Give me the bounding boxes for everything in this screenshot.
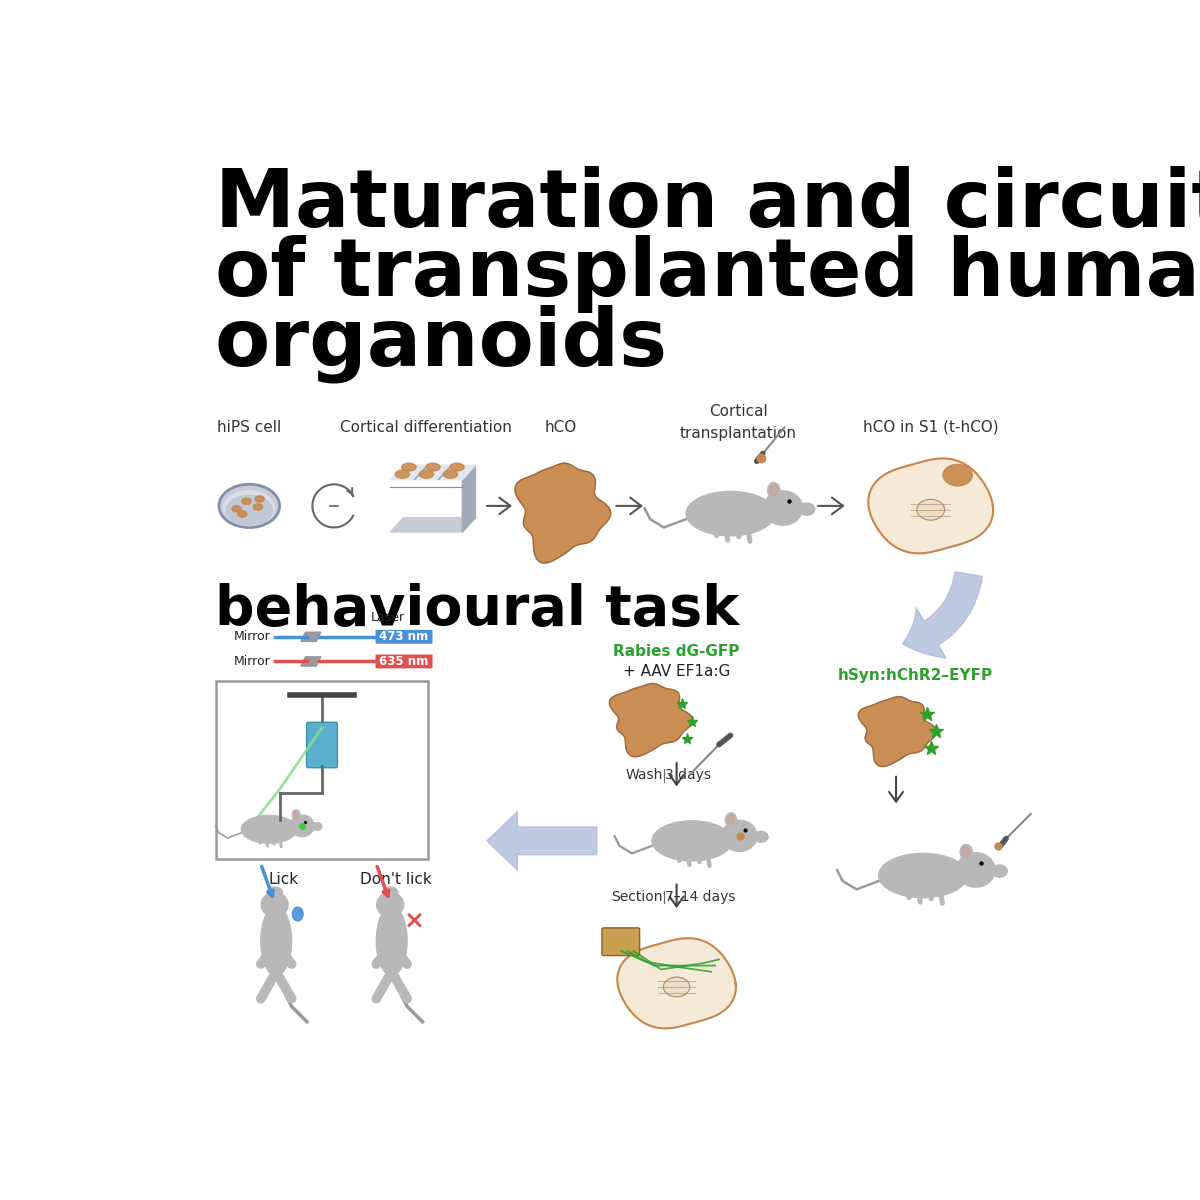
- Ellipse shape: [293, 810, 300, 820]
- Text: Cortical: Cortical: [709, 404, 768, 419]
- Ellipse shape: [419, 470, 433, 479]
- Polygon shape: [301, 632, 320, 642]
- Ellipse shape: [293, 907, 304, 920]
- Ellipse shape: [763, 491, 803, 526]
- Ellipse shape: [377, 906, 407, 976]
- Polygon shape: [462, 466, 475, 532]
- Ellipse shape: [312, 823, 322, 830]
- Ellipse shape: [686, 492, 775, 535]
- Ellipse shape: [290, 815, 314, 836]
- FancyArrowPatch shape: [902, 571, 983, 658]
- Ellipse shape: [294, 811, 299, 818]
- Polygon shape: [858, 696, 936, 767]
- Text: 7–14 days: 7–14 days: [665, 890, 736, 904]
- FancyBboxPatch shape: [376, 654, 432, 668]
- Text: ×: ×: [404, 908, 425, 932]
- Text: Cortical differentiation: Cortical differentiation: [341, 420, 512, 434]
- Ellipse shape: [262, 893, 288, 917]
- Ellipse shape: [956, 853, 995, 887]
- Polygon shape: [301, 656, 320, 666]
- Text: transplantation: transplantation: [679, 426, 797, 440]
- Ellipse shape: [253, 504, 263, 510]
- Ellipse shape: [218, 485, 280, 528]
- Ellipse shape: [727, 815, 734, 824]
- Ellipse shape: [377, 893, 403, 917]
- Ellipse shape: [238, 511, 247, 517]
- FancyArrowPatch shape: [487, 811, 596, 870]
- Ellipse shape: [652, 821, 732, 860]
- Polygon shape: [664, 977, 690, 997]
- Ellipse shape: [960, 845, 972, 860]
- Ellipse shape: [241, 816, 296, 844]
- Ellipse shape: [232, 505, 241, 512]
- Ellipse shape: [226, 496, 272, 526]
- Text: 3 days: 3 days: [665, 768, 712, 782]
- Ellipse shape: [726, 812, 737, 827]
- Text: Mirror: Mirror: [234, 655, 270, 668]
- FancyBboxPatch shape: [307, 722, 337, 768]
- Polygon shape: [617, 938, 736, 1028]
- Ellipse shape: [722, 821, 757, 851]
- Text: organoids: organoids: [215, 304, 667, 383]
- Ellipse shape: [962, 847, 970, 858]
- Ellipse shape: [426, 463, 440, 472]
- Text: Wash: Wash: [625, 768, 662, 782]
- Text: hCO: hCO: [545, 420, 577, 434]
- Ellipse shape: [260, 906, 292, 976]
- FancyBboxPatch shape: [602, 928, 640, 955]
- Ellipse shape: [443, 470, 457, 479]
- Ellipse shape: [256, 496, 264, 502]
- Ellipse shape: [402, 463, 416, 472]
- Ellipse shape: [991, 865, 1007, 877]
- Polygon shape: [390, 466, 475, 480]
- Ellipse shape: [943, 464, 972, 486]
- Ellipse shape: [768, 482, 780, 498]
- Text: Lick: Lick: [269, 872, 299, 887]
- Polygon shape: [869, 458, 994, 553]
- Polygon shape: [610, 684, 692, 757]
- Polygon shape: [917, 499, 944, 520]
- Text: Laser: Laser: [371, 611, 404, 624]
- Text: hSyn:hChR2–EYFP: hSyn:hChR2–EYFP: [838, 667, 992, 683]
- Ellipse shape: [450, 463, 464, 472]
- Ellipse shape: [754, 832, 768, 842]
- Text: behavioural task: behavioural task: [215, 583, 739, 637]
- Text: hiPS cell: hiPS cell: [217, 420, 281, 434]
- Text: hCO in S1 (t-hCO): hCO in S1 (t-hCO): [863, 420, 998, 434]
- Text: Maturation and circuit integration: Maturation and circuit integration: [215, 166, 1200, 244]
- Text: of transplanted human cortical: of transplanted human cortical: [215, 235, 1200, 313]
- Ellipse shape: [799, 503, 815, 515]
- Ellipse shape: [241, 498, 251, 504]
- Text: Section: Section: [611, 890, 662, 904]
- Ellipse shape: [224, 491, 275, 526]
- Ellipse shape: [770, 485, 778, 496]
- Text: 635 nm: 635 nm: [379, 655, 428, 668]
- Ellipse shape: [878, 853, 967, 898]
- Ellipse shape: [395, 470, 409, 479]
- Ellipse shape: [383, 887, 398, 898]
- Polygon shape: [390, 517, 475, 532]
- Text: 473 nm: 473 nm: [379, 630, 428, 643]
- FancyBboxPatch shape: [376, 630, 432, 643]
- Text: Don't lick: Don't lick: [360, 872, 432, 887]
- Text: + AAV EF1a:G: + AAV EF1a:G: [623, 664, 731, 679]
- Text: Mirror: Mirror: [234, 630, 270, 643]
- Ellipse shape: [266, 887, 282, 898]
- Polygon shape: [515, 463, 611, 563]
- Text: Rabies dG-GFP: Rabies dG-GFP: [613, 644, 739, 660]
